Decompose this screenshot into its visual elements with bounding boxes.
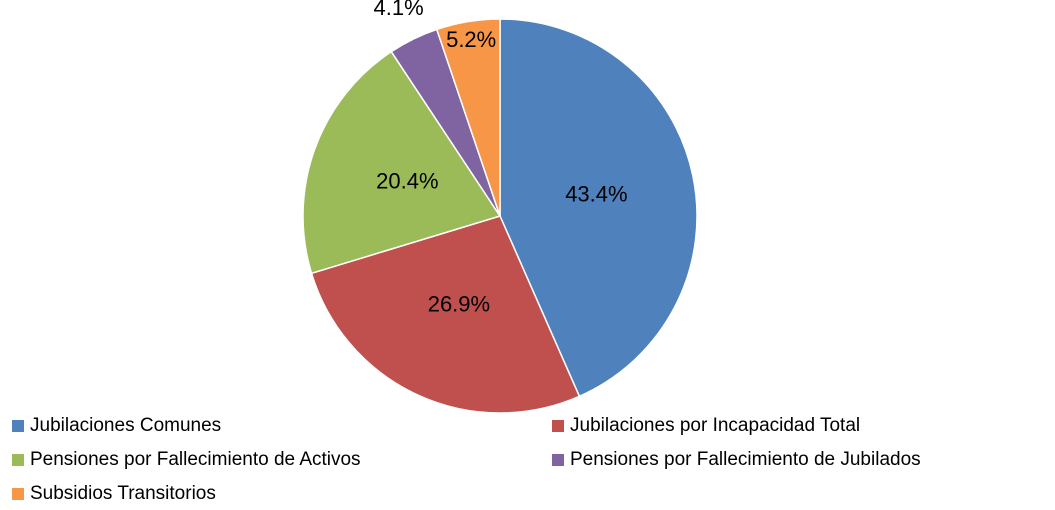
legend-label: Subsidios Transitorios <box>30 483 216 504</box>
legend-swatch <box>552 420 564 432</box>
pie-slice <box>302 50 502 275</box>
pie-slice <box>310 215 581 414</box>
data-label: 20.4% <box>376 168 438 193</box>
legend-swatch <box>12 454 24 466</box>
data-label: 43.4% <box>565 182 627 207</box>
legend-label: Jubilaciones por Incapacidad Total <box>570 415 860 436</box>
pie-slice <box>499 18 698 398</box>
pie-slice <box>435 18 501 217</box>
data-label: 26.9% <box>428 291 490 316</box>
data-label: 5.2% <box>446 27 496 52</box>
legend-swatch <box>12 488 24 500</box>
legend-label: Pensiones por Fallecimiento de Activos <box>30 449 361 470</box>
data-label: 4.1% <box>374 0 424 20</box>
legend-label: Pensiones por Fallecimiento de Jubilados <box>570 449 921 470</box>
legend-swatch <box>12 420 24 432</box>
legend-label: Jubilaciones Comunes <box>30 415 221 436</box>
legend-swatch <box>552 454 564 466</box>
